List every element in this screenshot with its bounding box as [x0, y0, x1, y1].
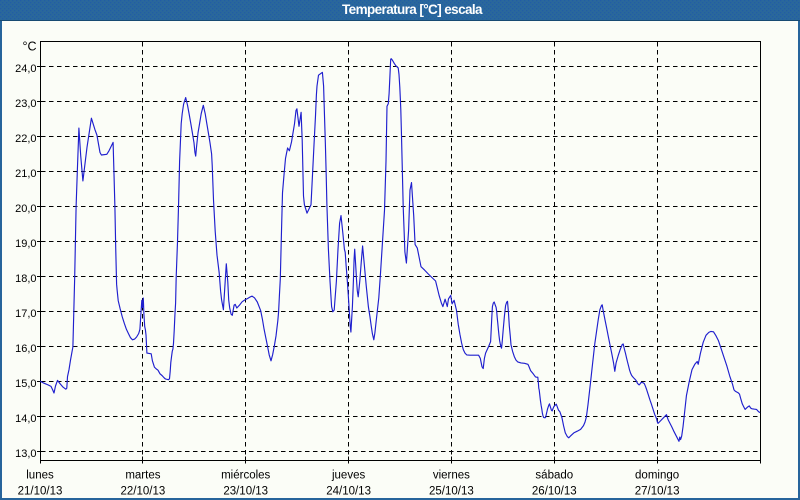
svg-text:24,0: 24,0	[15, 63, 36, 75]
svg-text:martes: martes	[125, 470, 160, 482]
svg-text:13,0: 13,0	[15, 448, 36, 460]
svg-text:°C: °C	[22, 40, 36, 54]
svg-text:16,0: 16,0	[15, 343, 36, 355]
svg-text:sábado: sábado	[535, 470, 573, 482]
svg-text:14,0: 14,0	[15, 413, 36, 425]
svg-text:miércoles: miércoles	[221, 470, 270, 482]
svg-text:23,0: 23,0	[15, 98, 36, 110]
svg-text:21,0: 21,0	[15, 168, 36, 180]
svg-text:27/10/13: 27/10/13	[635, 486, 680, 498]
svg-text:17,0: 17,0	[15, 308, 36, 320]
svg-text:domingo: domingo	[635, 470, 679, 482]
svg-text:21/10/13: 21/10/13	[18, 486, 63, 498]
svg-text:jueves: jueves	[331, 470, 365, 482]
svg-text:22/10/13: 22/10/13	[121, 486, 166, 498]
svg-text:22,0: 22,0	[15, 133, 36, 145]
svg-text:15,0: 15,0	[15, 378, 36, 390]
svg-text:18,0: 18,0	[15, 273, 36, 285]
svg-text:viernes: viernes	[433, 470, 470, 482]
svg-text:25/10/13: 25/10/13	[429, 486, 474, 498]
svg-text:24/10/13: 24/10/13	[326, 486, 371, 498]
svg-text:26/10/13: 26/10/13	[532, 486, 577, 498]
svg-text:lunes: lunes	[26, 470, 54, 482]
svg-text:23/10/13: 23/10/13	[223, 486, 268, 498]
svg-text:19,0: 19,0	[15, 238, 36, 250]
svg-text:20,0: 20,0	[15, 203, 36, 215]
